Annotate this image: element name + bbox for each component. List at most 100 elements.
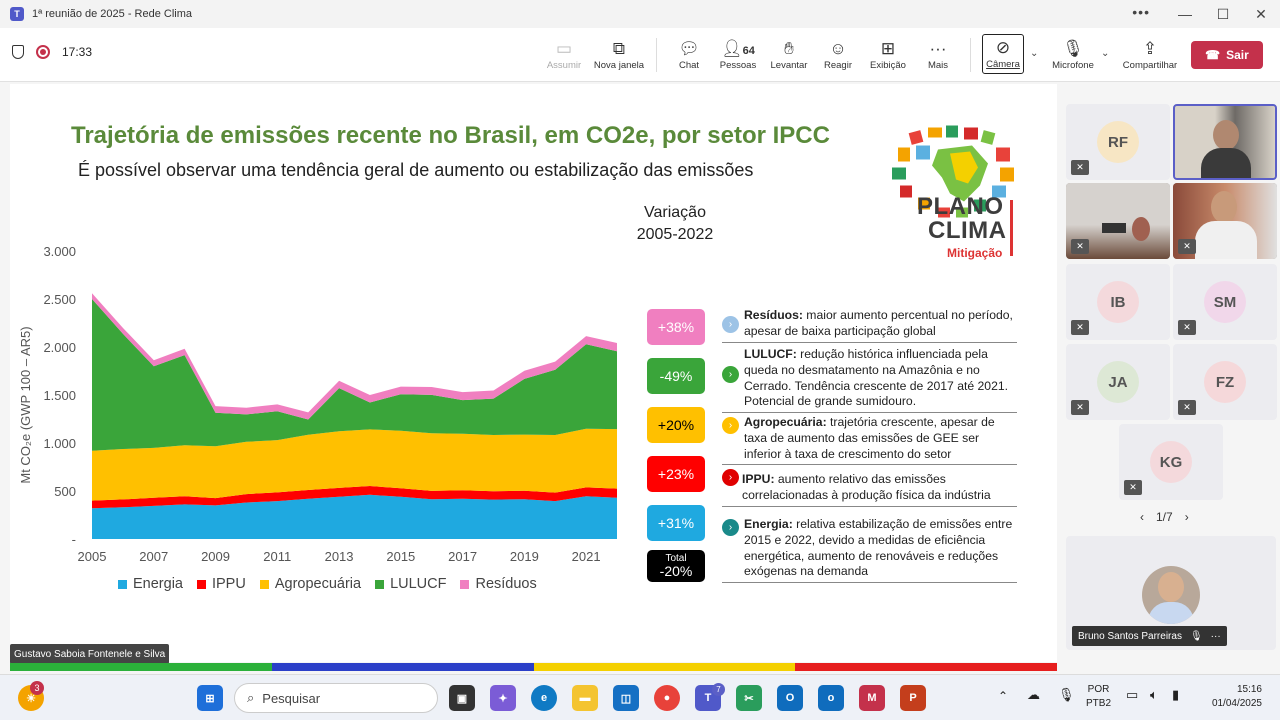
participant-tile-rf[interactable]: RF ✕ xyxy=(1066,104,1170,180)
mic-options-chevron-icon[interactable]: ⌄ xyxy=(1101,48,1110,59)
logo-text-mitigacao: Mitigação xyxy=(947,246,1003,260)
powerpoint-icon[interactable]: P xyxy=(900,685,926,711)
desc-ippu: IPPU: aumento relativo das emissões corr… xyxy=(722,472,1017,507)
badge-lulucf: -49% xyxy=(647,358,705,394)
chevron-right-icon: › xyxy=(722,316,739,333)
notification-badge: 3 xyxy=(30,681,44,695)
logo-text-clima: CLIMA xyxy=(928,217,1007,244)
copilot-icon[interactable]: ✦ xyxy=(490,685,516,711)
chevron-right-icon: › xyxy=(722,366,739,383)
participant-tile-video[interactable]: ✕ xyxy=(1066,183,1170,259)
badge-residuos: +38% xyxy=(647,309,705,345)
teams-notification-badge: 7 xyxy=(712,683,725,696)
new-window-button[interactable]: ⧉ Nova janela xyxy=(593,38,645,71)
maximize-button[interactable]: ☐ xyxy=(1216,5,1230,22)
more-options-icon[interactable]: ··· xyxy=(1210,630,1221,642)
edge-browser-icon[interactable]: e xyxy=(531,685,557,711)
microphone-tray-icon[interactable]: 🎙︎ xyxy=(1058,687,1075,702)
shield-icon[interactable] xyxy=(12,45,24,59)
y-tick-label: - xyxy=(72,532,76,547)
volume-icon[interactable]: 🔈︎ xyxy=(1150,687,1158,702)
shared-slide: Trajetória de emissões recente no Brasil… xyxy=(10,84,1057,662)
badge-energia: +31% xyxy=(647,505,705,541)
snipping-tool-icon[interactable]: ✂︎ xyxy=(736,685,762,711)
task-view-icon[interactable]: ▣ xyxy=(449,685,475,711)
x-tick-label: 2007 xyxy=(139,549,168,564)
react-button[interactable]: ☺︎ Reagir xyxy=(824,38,852,71)
slide-title: Trajetória de emissões recente no Brasil… xyxy=(71,122,830,149)
camera-options-chevron-icon[interactable]: ⌄ xyxy=(1030,48,1039,59)
mic-off-icon: 🎙︎ xyxy=(1189,630,1203,642)
desc-lulucf: LULUCF: redução histórica influenciada p… xyxy=(722,347,1017,414)
x-tick-label: 2021 xyxy=(572,549,601,564)
badge-total: Total -20% xyxy=(647,550,705,582)
battery-icon[interactable]: ▮ xyxy=(1172,687,1180,702)
camera-button[interactable]: ⊘ Câmera xyxy=(982,34,1024,74)
file-explorer-icon[interactable]: ▬ xyxy=(572,685,598,711)
avatar xyxy=(1142,566,1200,624)
people-icon: 👤︎ xyxy=(721,38,743,58)
badge-agropecuaria: +20% xyxy=(647,407,705,443)
raise-hand-button[interactable]: ✋︎ Levantar xyxy=(770,38,808,71)
recording-icon xyxy=(36,45,50,59)
pager-label: 1/7 xyxy=(1156,510,1173,524)
microphone-button[interactable]: 🎙︎ Microfone xyxy=(1052,38,1094,71)
y-tick-label: 500 xyxy=(54,484,76,499)
participant-tile-video[interactable]: ✕ xyxy=(1173,183,1277,259)
language-indicator[interactable]: POR PTB2 xyxy=(1086,684,1112,709)
chat-button[interactable]: 💬︎ Chat xyxy=(678,38,700,71)
y-tick-label: 3.000 xyxy=(43,244,76,259)
participant-tile-fz[interactable]: FZ ✕ xyxy=(1173,344,1277,420)
participant-tile-ib[interactable]: IB ✕ xyxy=(1066,264,1170,340)
mic-off-icon: ✕ xyxy=(1071,239,1089,254)
avatar: JA xyxy=(1097,361,1139,403)
close-button[interactable]: ✕ xyxy=(1255,5,1267,22)
participant-tile-ja[interactable]: JA ✕ xyxy=(1066,344,1170,420)
tray-overflow-chevron-icon[interactable]: ⌃ xyxy=(998,689,1009,703)
more-options-icon[interactable]: ••• xyxy=(1132,4,1150,20)
y-tick-label: 2.500 xyxy=(43,292,76,307)
leave-button[interactable]: ☎︎ Sair xyxy=(1191,41,1263,69)
onedrive-icon[interactable]: ☁︎ xyxy=(1027,687,1040,702)
view-button[interactable]: ⊞ Exibição xyxy=(870,38,906,71)
outlook-icon[interactable]: O xyxy=(777,685,803,711)
chrome-browser-icon[interactable]: ● xyxy=(654,685,680,711)
participant-tile-sm[interactable]: SM ✕ xyxy=(1173,264,1277,340)
pager-next-button[interactable]: › xyxy=(1184,510,1189,524)
outlook-new-icon[interactable]: o xyxy=(818,685,844,711)
chat-icon: 💬︎ xyxy=(678,38,700,58)
share-button[interactable]: ⇪ Compartilhar xyxy=(1122,38,1178,71)
avatar: KG xyxy=(1150,441,1192,483)
mcafee-icon[interactable]: M xyxy=(859,685,885,711)
more-button[interactable]: ··· Mais xyxy=(927,38,949,71)
x-tick-label: 2019 xyxy=(510,549,539,564)
logo-text-plano: PLANO xyxy=(917,193,1004,220)
variation-heading: Variação 2005-2022 xyxy=(636,204,714,243)
spotlight-participant-tile[interactable]: Bruno Santos Parreiras 🎙︎ ··· xyxy=(1066,536,1276,650)
participant-tile-kg[interactable]: KG ✕ xyxy=(1119,424,1223,500)
camera-off-icon: ⊘ xyxy=(995,37,1011,57)
search-icon: ⌕ xyxy=(247,690,255,705)
plano-clima-logo xyxy=(892,125,1014,218)
minimize-button[interactable]: — xyxy=(1178,6,1192,22)
participant-tile-video[interactable] xyxy=(1173,104,1277,180)
people-count: 64 xyxy=(742,44,755,57)
mic-off-icon: ✕ xyxy=(1178,239,1196,254)
taskbar-clock[interactable]: 15:16 01/04/2025 xyxy=(1211,684,1262,709)
area-series-energia xyxy=(92,494,617,539)
people-button[interactable]: 👤︎64 Pessoas xyxy=(719,38,757,71)
meeting-toolbar: 17:33 ▭ Assumir ⧉ Nova janela 💬︎ Chat 👤︎… xyxy=(0,28,1280,82)
chevron-right-icon: › xyxy=(722,417,739,434)
x-tick-label: 2009 xyxy=(201,549,230,564)
meeting-timer: 17:33 xyxy=(62,45,93,59)
legend-item-agropecuaria: Agropecuária xyxy=(259,576,361,592)
network-icon[interactable]: ▭ xyxy=(1126,687,1139,702)
x-tick-label: 2015 xyxy=(386,549,415,564)
avatar: IB xyxy=(1097,281,1139,323)
legend-item-ippu: IPPU xyxy=(196,576,246,592)
taskbar-search-input[interactable]: ⌕ Pesquisar xyxy=(234,683,438,713)
start-menu-icon[interactable]: ⊞ xyxy=(197,685,223,711)
store-icon[interactable]: ◫ xyxy=(613,685,639,711)
take-control-button[interactable]: ▭ Assumir xyxy=(546,38,582,71)
pager-prev-button[interactable]: ‹ xyxy=(1140,510,1144,524)
